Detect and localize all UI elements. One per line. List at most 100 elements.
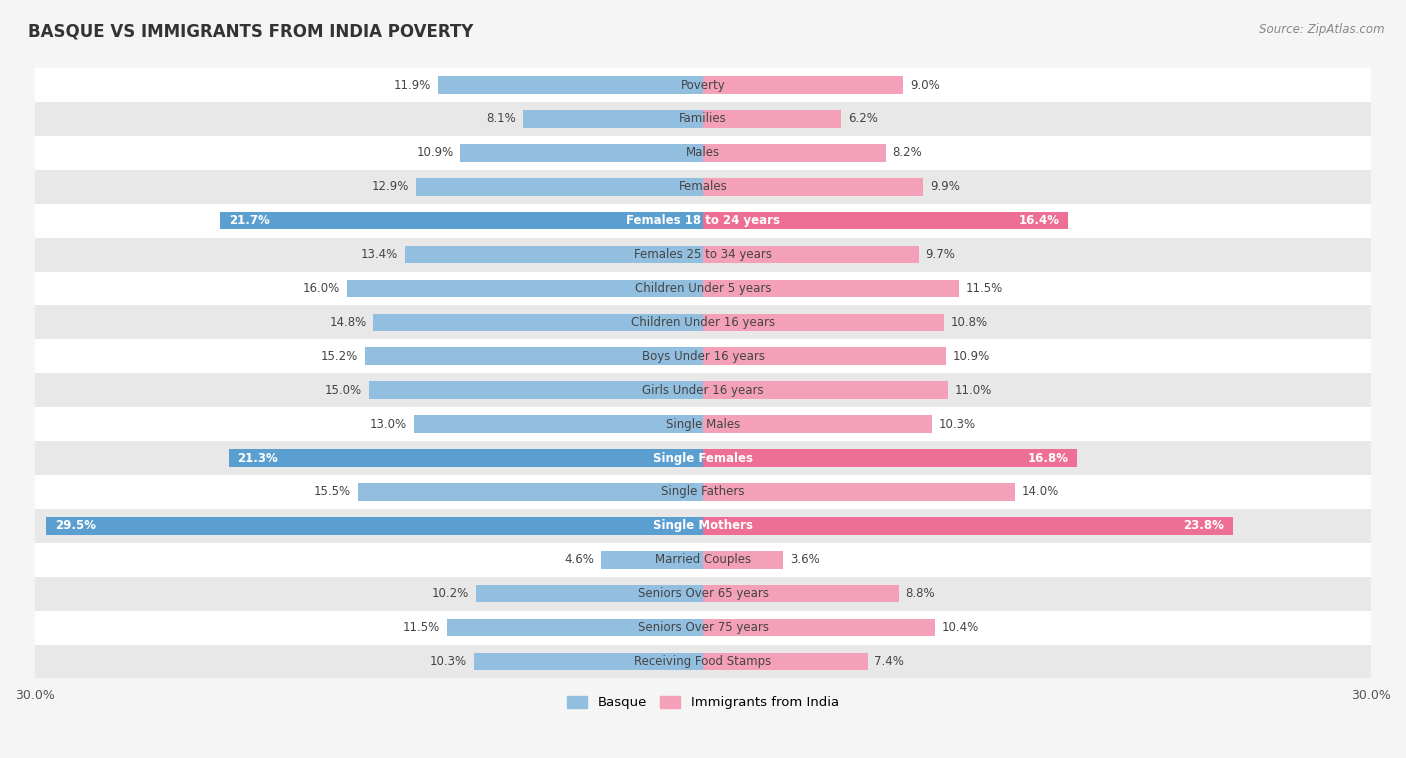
Bar: [35, 136, 1371, 170]
Text: 23.8%: 23.8%: [1184, 519, 1225, 532]
Bar: [347, 280, 703, 297]
Bar: [703, 314, 943, 331]
Text: 21.7%: 21.7%: [229, 215, 270, 227]
Text: 16.0%: 16.0%: [302, 282, 340, 295]
Bar: [703, 585, 898, 603]
Bar: [703, 551, 783, 568]
Bar: [703, 178, 924, 196]
Bar: [374, 314, 703, 331]
Text: Boys Under 16 years: Boys Under 16 years: [641, 349, 765, 363]
Text: Single Females: Single Females: [652, 452, 754, 465]
Bar: [35, 340, 1371, 373]
Bar: [475, 585, 703, 603]
Bar: [474, 653, 703, 670]
Text: 8.1%: 8.1%: [486, 112, 516, 125]
Text: 12.9%: 12.9%: [371, 180, 409, 193]
Text: 11.9%: 11.9%: [394, 79, 432, 92]
Text: 9.9%: 9.9%: [931, 180, 960, 193]
Text: 4.6%: 4.6%: [564, 553, 593, 566]
Text: Seniors Over 65 years: Seniors Over 65 years: [637, 587, 769, 600]
Text: 8.2%: 8.2%: [893, 146, 922, 159]
Bar: [35, 509, 1371, 543]
Bar: [364, 347, 703, 365]
Bar: [35, 441, 1371, 475]
Text: 3.6%: 3.6%: [790, 553, 820, 566]
Bar: [703, 77, 904, 94]
Bar: [600, 551, 703, 568]
Bar: [703, 246, 920, 263]
Text: BASQUE VS IMMIGRANTS FROM INDIA POVERTY: BASQUE VS IMMIGRANTS FROM INDIA POVERTY: [28, 23, 474, 41]
Text: 16.4%: 16.4%: [1018, 215, 1059, 227]
Bar: [416, 178, 703, 196]
Text: 10.3%: 10.3%: [939, 418, 976, 431]
Bar: [447, 619, 703, 637]
Text: Males: Males: [686, 146, 720, 159]
Text: Children Under 5 years: Children Under 5 years: [634, 282, 772, 295]
Text: 7.4%: 7.4%: [875, 655, 904, 668]
Bar: [703, 653, 868, 670]
Bar: [35, 373, 1371, 407]
Text: 15.5%: 15.5%: [314, 485, 352, 499]
Text: 13.0%: 13.0%: [370, 418, 406, 431]
Text: 15.2%: 15.2%: [321, 349, 359, 363]
Text: 16.8%: 16.8%: [1028, 452, 1069, 465]
Text: 9.0%: 9.0%: [910, 79, 939, 92]
Bar: [359, 483, 703, 501]
Bar: [35, 644, 1371, 678]
Text: 8.8%: 8.8%: [905, 587, 935, 600]
Text: Females 25 to 34 years: Females 25 to 34 years: [634, 248, 772, 261]
Text: 10.9%: 10.9%: [416, 146, 454, 159]
Bar: [35, 577, 1371, 611]
Text: 10.9%: 10.9%: [952, 349, 990, 363]
Text: Seniors Over 75 years: Seniors Over 75 years: [637, 621, 769, 634]
Bar: [703, 619, 935, 637]
Bar: [703, 280, 959, 297]
Text: 10.4%: 10.4%: [941, 621, 979, 634]
Bar: [460, 144, 703, 161]
Text: Married Couples: Married Couples: [655, 553, 751, 566]
Text: 11.0%: 11.0%: [955, 384, 991, 396]
Text: 15.0%: 15.0%: [325, 384, 363, 396]
Text: 11.5%: 11.5%: [404, 621, 440, 634]
Text: Females 18 to 24 years: Females 18 to 24 years: [626, 215, 780, 227]
Bar: [35, 407, 1371, 441]
Text: Children Under 16 years: Children Under 16 years: [631, 316, 775, 329]
Bar: [703, 144, 886, 161]
Bar: [35, 543, 1371, 577]
Bar: [703, 381, 948, 399]
Bar: [368, 381, 703, 399]
Bar: [35, 170, 1371, 204]
Text: 10.8%: 10.8%: [950, 316, 987, 329]
Text: 29.5%: 29.5%: [55, 519, 96, 532]
Bar: [35, 68, 1371, 102]
Text: Girls Under 16 years: Girls Under 16 years: [643, 384, 763, 396]
Bar: [703, 483, 1015, 501]
Text: 6.2%: 6.2%: [848, 112, 877, 125]
Bar: [35, 475, 1371, 509]
Text: 14.8%: 14.8%: [329, 316, 367, 329]
Bar: [523, 110, 703, 128]
Text: 9.7%: 9.7%: [925, 248, 956, 261]
Text: Source: ZipAtlas.com: Source: ZipAtlas.com: [1260, 23, 1385, 36]
Legend: Basque, Immigrants from India: Basque, Immigrants from India: [562, 691, 844, 715]
Bar: [219, 211, 703, 230]
Bar: [703, 449, 1077, 467]
Text: Single Mothers: Single Mothers: [652, 519, 754, 532]
Bar: [46, 517, 703, 534]
Bar: [35, 271, 1371, 305]
Bar: [439, 77, 703, 94]
Text: 10.2%: 10.2%: [432, 587, 470, 600]
Bar: [703, 415, 932, 433]
Text: Single Males: Single Males: [666, 418, 740, 431]
Text: 14.0%: 14.0%: [1021, 485, 1059, 499]
Text: Single Fathers: Single Fathers: [661, 485, 745, 499]
Text: Females: Females: [679, 180, 727, 193]
Bar: [703, 110, 841, 128]
Text: 11.5%: 11.5%: [966, 282, 1002, 295]
Bar: [35, 204, 1371, 237]
Text: Families: Families: [679, 112, 727, 125]
Bar: [703, 211, 1069, 230]
Bar: [35, 237, 1371, 271]
Bar: [405, 246, 703, 263]
Text: Poverty: Poverty: [681, 79, 725, 92]
